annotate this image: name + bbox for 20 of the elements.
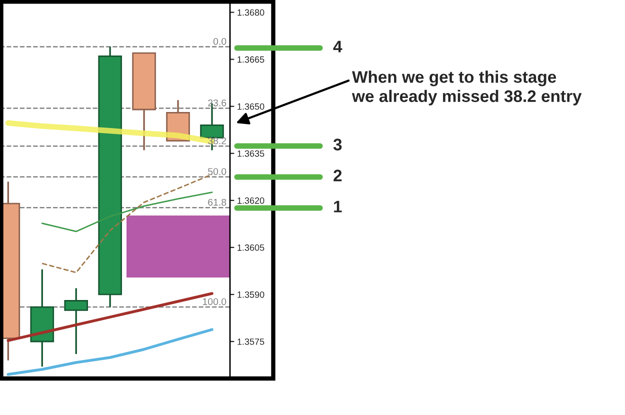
annotation: 61.8 bbox=[208, 198, 226, 206]
annotation: 0.0 bbox=[213, 38, 226, 45]
text: When we get to this stage we already missed 38.2 entry bbox=[352, 70, 582, 106]
text: 1 bbox=[334, 200, 342, 212]
y-tick-label: 1.3665 bbox=[238, 56, 264, 63]
line-series bbox=[6, 328, 214, 376]
y-tick-label: 1.3590 bbox=[238, 291, 264, 298]
annotation: 50.0 bbox=[208, 168, 226, 175]
text: 2 bbox=[334, 170, 342, 182]
y-tick-label: 1.3650 bbox=[238, 103, 264, 110]
y-tick-label: 1.3575 bbox=[238, 338, 264, 345]
y-tick-label: 1.3605 bbox=[238, 244, 264, 251]
text: 4 bbox=[333, 40, 342, 52]
candlestick bbox=[64, 287, 88, 355]
annotation: 100.0 bbox=[202, 298, 226, 306]
y-tick-label: 1.3680 bbox=[238, 9, 264, 16]
y-tick-label: 1.3635 bbox=[238, 150, 264, 157]
annotation: 23.6 bbox=[208, 99, 226, 106]
y-tick-label: 1.3620 bbox=[238, 197, 264, 204]
text: 3 bbox=[333, 138, 342, 150]
